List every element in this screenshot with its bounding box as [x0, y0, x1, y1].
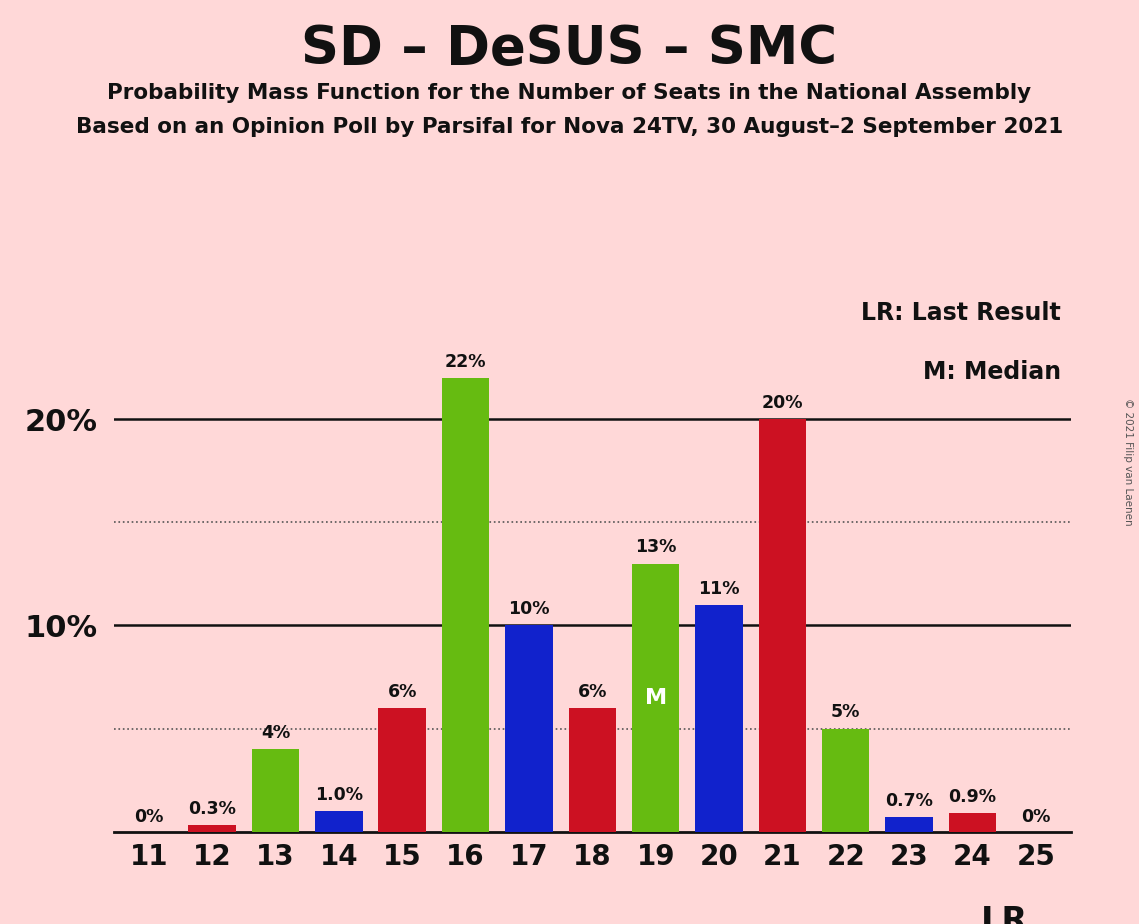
Bar — [316, 811, 362, 832]
Text: SD – DeSUS – SMC: SD – DeSUS – SMC — [302, 23, 837, 75]
Text: 10%: 10% — [508, 601, 550, 618]
Text: 20%: 20% — [762, 395, 803, 412]
Text: LR: LR — [981, 905, 1027, 924]
Bar — [442, 378, 490, 832]
Text: 6%: 6% — [577, 683, 607, 700]
Text: 5%: 5% — [831, 703, 860, 722]
Bar — [632, 564, 679, 832]
Bar — [252, 749, 300, 832]
Bar — [188, 825, 236, 832]
Text: 0.3%: 0.3% — [188, 800, 236, 819]
Bar — [759, 419, 806, 832]
Bar — [949, 813, 997, 832]
Text: 6%: 6% — [387, 683, 417, 700]
Text: Based on an Opinion Poll by Parsifal for Nova 24TV, 30 August–2 September 2021: Based on an Opinion Poll by Parsifal for… — [76, 117, 1063, 138]
Text: 0%: 0% — [1022, 808, 1050, 826]
Bar — [568, 708, 616, 832]
Text: 13%: 13% — [634, 539, 677, 556]
Text: Probability Mass Function for the Number of Seats in the National Assembly: Probability Mass Function for the Number… — [107, 83, 1032, 103]
Text: 1.0%: 1.0% — [314, 785, 363, 804]
Text: © 2021 Filip van Laenen: © 2021 Filip van Laenen — [1123, 398, 1133, 526]
Bar — [885, 817, 933, 832]
Text: 0.7%: 0.7% — [885, 792, 933, 810]
Text: LR: Last Result: LR: Last Result — [861, 301, 1062, 325]
Text: 0.9%: 0.9% — [949, 788, 997, 806]
Text: 4%: 4% — [261, 723, 290, 742]
Text: M: M — [645, 687, 666, 708]
Bar — [822, 728, 869, 832]
Text: M: Median: M: Median — [923, 360, 1062, 384]
Text: 0%: 0% — [134, 808, 163, 826]
Text: 22%: 22% — [445, 353, 486, 371]
Bar — [695, 605, 743, 832]
Bar — [378, 708, 426, 832]
Bar — [506, 626, 552, 832]
Text: 11%: 11% — [698, 579, 739, 598]
